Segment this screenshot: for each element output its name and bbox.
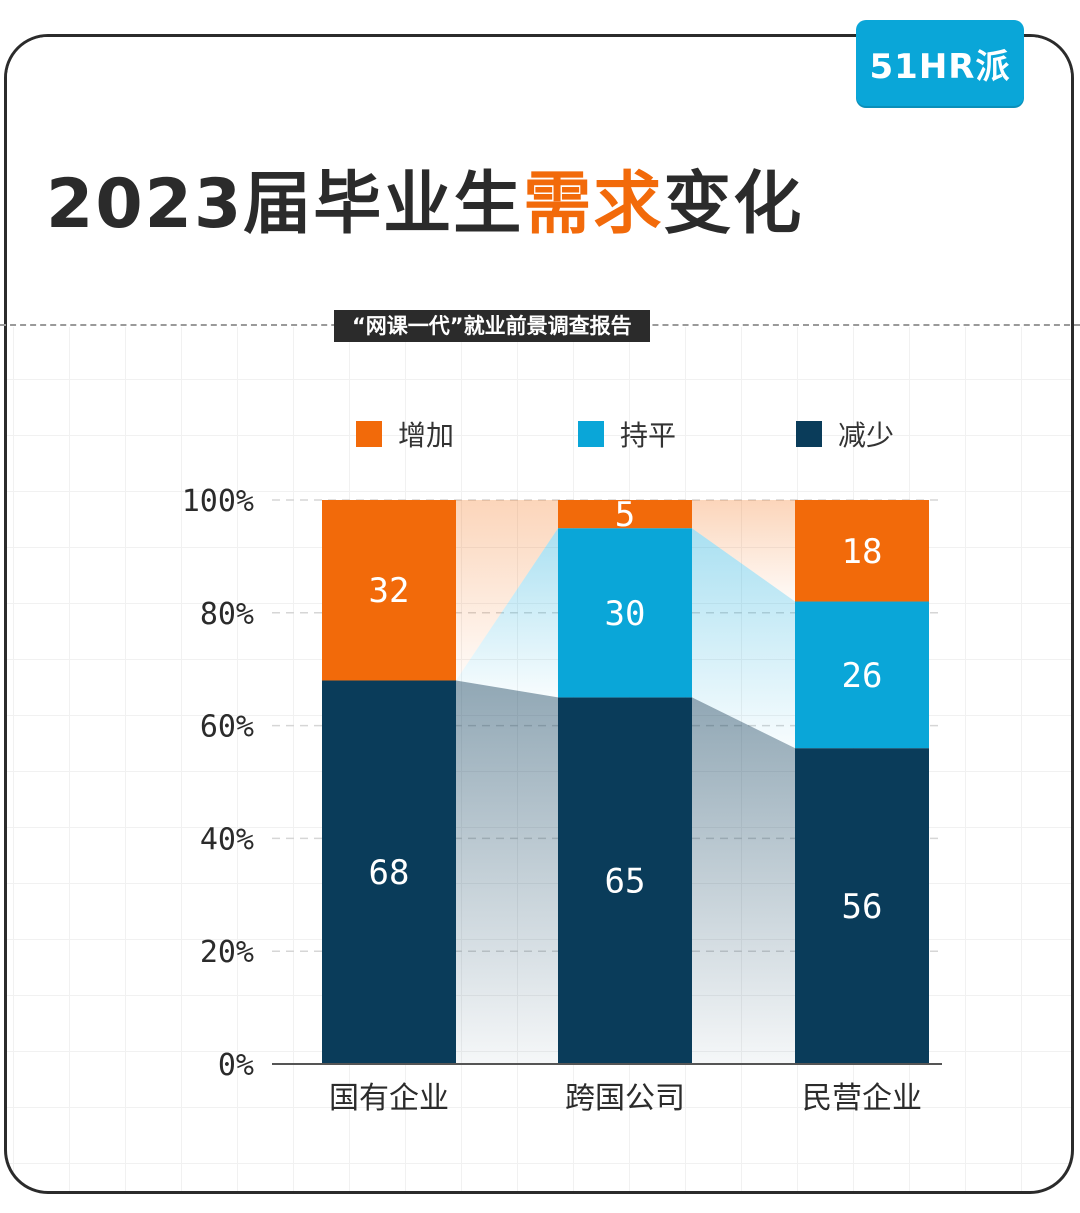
legend-item-decrease: 减少	[796, 414, 894, 454]
x-category-label: 国有企业	[329, 1081, 449, 1116]
chart-subtitle: “网课一代”就业前景调查报告	[334, 310, 650, 342]
bar-segment	[795, 748, 929, 1064]
data-label: 5	[615, 495, 635, 535]
legend-label-decrease: 减少	[838, 419, 895, 452]
brand-logo: 51HR派	[856, 20, 1024, 106]
axes: 0% 20% 40% 60% 80% 100% 国有企业 跨国公司 民营企业	[182, 484, 942, 1116]
connector-band-decrease	[692, 697, 795, 1064]
bar-segment	[322, 500, 456, 681]
connector-band-increase	[456, 500, 558, 681]
y-tick-label: 100%	[182, 484, 254, 519]
bars	[322, 500, 929, 1064]
legend-swatch-increase	[356, 421, 382, 447]
data-label: 32	[369, 571, 410, 611]
data-label: 56	[842, 887, 883, 927]
data-label: 30	[605, 594, 646, 634]
legend-label-increase: 增加	[398, 419, 455, 452]
bar-segment	[558, 500, 692, 529]
x-category-label: 跨国公司	[565, 1081, 685, 1116]
y-tick-label: 80%	[200, 597, 254, 632]
legend-swatch-decrease	[796, 421, 822, 447]
connector-band-flat	[692, 528, 795, 749]
bar-segment	[795, 601, 929, 749]
legend-item-flat: 持平	[578, 414, 676, 454]
data-label: 26	[842, 656, 883, 696]
chart-legend: 增加 持平 减少	[0, 414, 1080, 452]
legend-swatch-flat	[578, 421, 604, 447]
y-tick-label: 0%	[218, 1048, 254, 1083]
y-tick-label: 60%	[200, 710, 254, 745]
data-label: 65	[605, 862, 646, 902]
connector-band-flat	[456, 528, 558, 698]
data-label: 18	[842, 532, 883, 572]
bar-segment	[322, 680, 456, 1064]
connector-bands	[456, 500, 795, 1064]
data-label: 68	[369, 853, 410, 893]
y-tick-label: 20%	[200, 935, 254, 970]
y-tick-label: 40%	[200, 822, 254, 857]
title-suffix: 变化	[663, 165, 804, 244]
bar-segment	[558, 697, 692, 1064]
connector-band-increase	[692, 500, 795, 602]
x-category-label: 民营企业	[802, 1081, 922, 1116]
bar-segment	[558, 528, 692, 698]
title-highlight: 需求	[523, 165, 664, 244]
connector-band-decrease	[456, 680, 558, 1064]
legend-label-flat: 持平	[620, 419, 677, 452]
bar-segment	[795, 500, 929, 602]
page-title: 2023届毕业生需求变化	[46, 148, 803, 247]
data-labels: 68 32 65 30 5 56 26 18	[369, 495, 883, 927]
title-prefix: 2023届毕业生	[46, 165, 524, 244]
legend-item-increase: 增加	[356, 414, 454, 454]
